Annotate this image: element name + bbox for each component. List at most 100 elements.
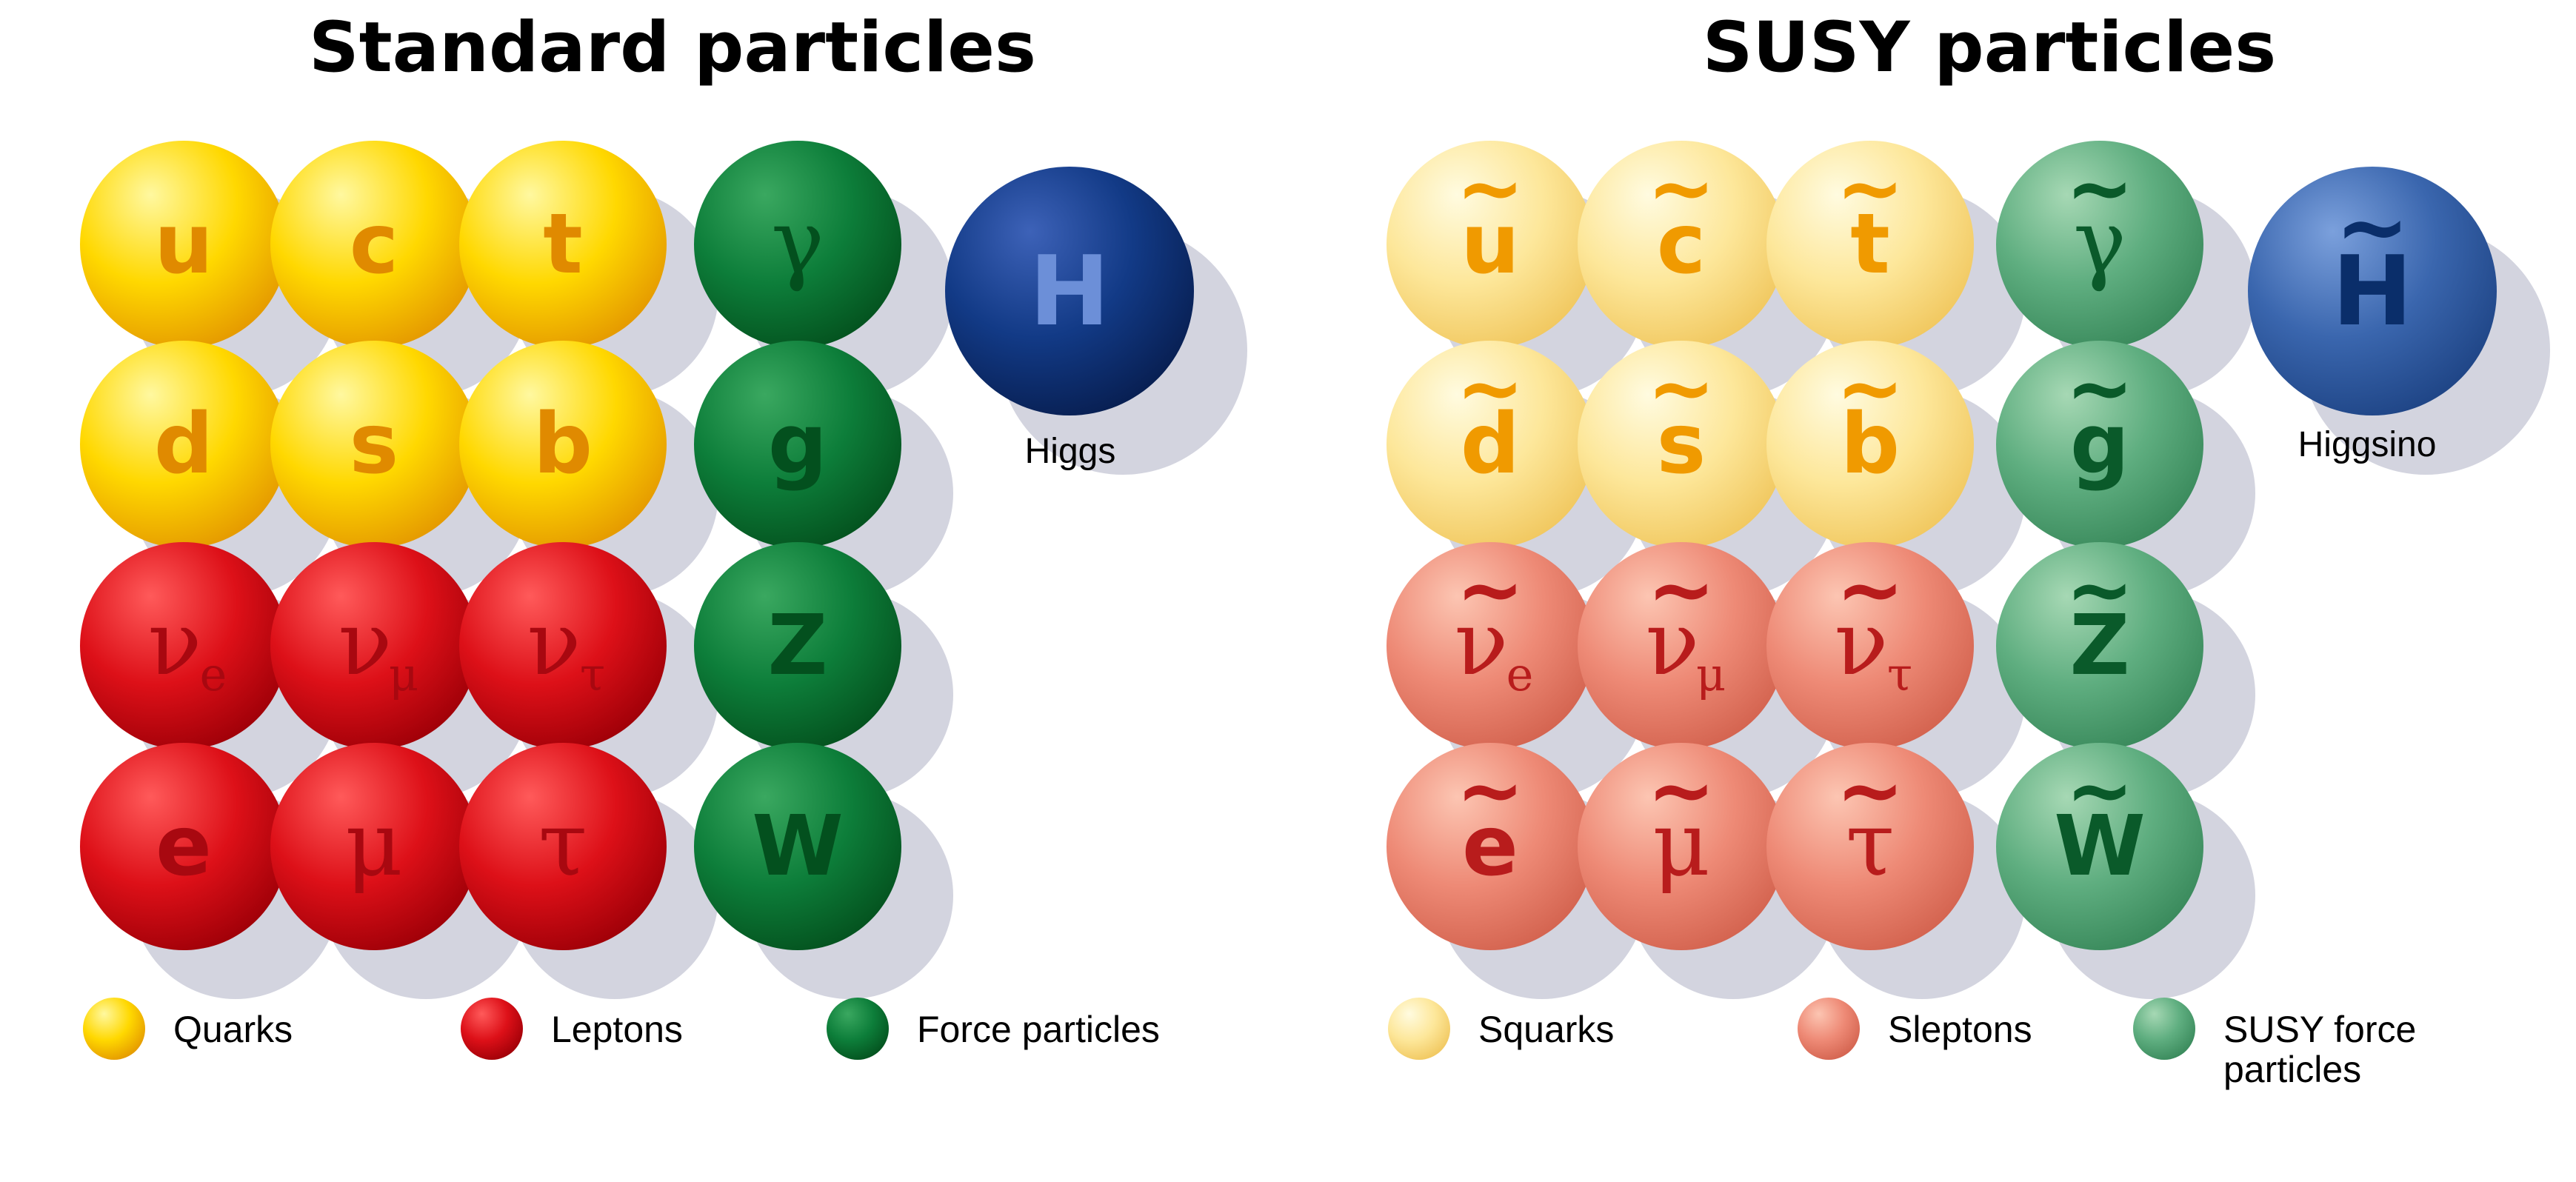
sm-particle-r1c0-sphere xyxy=(80,341,287,548)
susy-particle-r3c2-symbol: τ xyxy=(1846,793,1895,896)
susy-particle-r3c1-tilde: ~ xyxy=(1647,743,1715,838)
susy-particle-r0c3-symbol: γ xyxy=(2073,191,2126,294)
susy-legend-swatch-lepton xyxy=(1798,998,1860,1060)
sm-particle-r2c1-subscript: μ xyxy=(389,647,418,701)
particle-spheres xyxy=(80,141,2497,950)
susy-particle-r3c3-tilde: ~ xyxy=(2066,743,2134,838)
susy-particle-r2c1-sphere xyxy=(1578,542,1785,749)
higgs-sphere xyxy=(945,167,1194,415)
higgs-label: Higgs xyxy=(1025,432,1116,471)
susy-particle-r1c1-symbol: s xyxy=(1657,396,1706,492)
sm-particle-r0c0-sphere xyxy=(80,141,287,348)
sm-particle-r0c0-symbol: u xyxy=(154,196,213,293)
susy-particle-r0c2-tilde: ~ xyxy=(1836,141,1904,236)
susy-particle-r2c0-tilde: ~ xyxy=(1456,542,1524,637)
sm-legend-swatch-force xyxy=(827,998,889,1060)
sm-particle-r3c1-symbol: μ xyxy=(345,793,403,896)
susy-particle-r1c3-sphere xyxy=(1996,341,2203,548)
sm-particle-r2c3-symbol: Z xyxy=(767,598,827,694)
sm-particle-r3c3-sphere xyxy=(694,743,901,950)
sm-particle-r0c1-symbol: c xyxy=(350,196,398,293)
sm-particle-r2c0-subscript: e xyxy=(200,647,227,701)
susy-particle-r2c0-sphere xyxy=(1387,542,1594,749)
susy-particle-r2c1-symbol: ν xyxy=(1646,592,1700,695)
sm-particle-r0c2-symbol: t xyxy=(543,196,583,293)
sm-particle-r3c0-sphere xyxy=(80,743,287,950)
susy-particle-r2c2-sphere xyxy=(1766,542,1974,749)
susy-particle-r1c0-symbol: d xyxy=(1461,396,1520,492)
sm-legend-swatch-lepton xyxy=(461,998,523,1060)
sm-particle-r2c2-subscript: τ xyxy=(580,647,605,701)
susy-particle-r2c2-subscript: τ xyxy=(1887,647,1912,701)
susy-particle-r3c1-symbol: μ xyxy=(1652,793,1710,896)
higgsino-symbol: H xyxy=(2332,235,2413,347)
sm-particle-r1c2-sphere xyxy=(459,341,667,548)
sm-particle-r2c0-symbol: ν xyxy=(148,592,202,695)
sm-legend-label-quark: Quarks xyxy=(173,1009,293,1050)
sm-particle-r1c3-sphere xyxy=(694,341,901,548)
sm-particle-r2c3-sphere xyxy=(694,542,901,749)
susy-particle-r2c1-tilde: ~ xyxy=(1647,542,1715,637)
higgsino-tilde: ~ xyxy=(2335,176,2410,279)
susy-particle-r0c1-symbol: c xyxy=(1657,196,1706,293)
sm-particle-r3c2-symbol: τ xyxy=(538,793,587,896)
susy-particle-r0c1-tilde: ~ xyxy=(1647,141,1715,236)
susy-particle-r0c3-sphere xyxy=(1996,141,2203,348)
susy-particle-r1c2-symbol: b xyxy=(1841,396,1900,492)
sm-particle-r0c2-sphere xyxy=(459,141,667,348)
susy-panel-title: SUSY particles xyxy=(1703,7,2276,88)
sm-particle-r1c2-symbol: b xyxy=(533,396,593,492)
sm-particle-r2c2-sphere xyxy=(459,542,667,749)
higgsino-label: Higgsino xyxy=(2298,425,2437,464)
susy-particle-r0c0-symbol: u xyxy=(1461,196,1520,293)
susy-legend-swatch-quark xyxy=(1388,998,1450,1060)
susy-particle-r3c1-sphere xyxy=(1578,743,1785,950)
susy-particle-r1c2-tilde: ~ xyxy=(1836,341,1904,435)
sm-particle-r1c3-symbol: g xyxy=(768,396,827,492)
susy-particle-r2c0-subscript: e xyxy=(1506,647,1534,701)
sm-legend-swatch-quark xyxy=(83,998,145,1060)
susy-particle-r3c2-sphere xyxy=(1766,743,1974,950)
susy-particle-r0c2-symbol: t xyxy=(1850,196,1890,293)
susy-particle-r2c3-symbol: Z xyxy=(2069,598,2129,694)
susy-legend-label-force: SUSY force particles xyxy=(2223,1009,2416,1090)
sm-legend-label-force: Force particles xyxy=(917,1009,1160,1050)
sm-particle-r3c2-sphere xyxy=(459,743,667,950)
susy-particle-r3c0-tilde: ~ xyxy=(1456,743,1524,838)
susy-particle-r1c0-sphere xyxy=(1387,341,1594,548)
particle-symbols: u c t γd s b gνe νμ ντ Ze μ τ WH u~c~t~γ~d~s~b~g~νe~ν… xyxy=(148,141,2413,896)
susy-particle-r1c3-symbol: g xyxy=(2070,396,2129,492)
sm-particle-r2c0-sphere xyxy=(80,542,287,749)
susy-particle-r0c3-tilde: ~ xyxy=(2066,141,2134,236)
sm-particle-r0c3-symbol: γ xyxy=(771,191,824,294)
susy-particle-r3c0-sphere xyxy=(1387,743,1594,950)
sm-particle-r1c1-symbol: s xyxy=(350,396,399,492)
sm-particle-r1c0-symbol: d xyxy=(154,396,213,492)
susy-particle-r0c1-sphere xyxy=(1578,141,1785,348)
susy-legend-label-lepton: Sleptons xyxy=(1888,1009,2032,1050)
sm-particle-r0c3-sphere xyxy=(694,141,901,348)
susy-particle-r1c3-tilde: ~ xyxy=(2066,341,2134,435)
sm-particle-r2c1-symbol: ν xyxy=(338,592,393,695)
susy-particle-r2c3-tilde: ~ xyxy=(2066,542,2134,637)
susy-particle-r1c2-sphere xyxy=(1766,341,1974,548)
susy-legend-label-quark: Squarks xyxy=(1478,1009,1614,1050)
susy-particle-r0c0-tilde: ~ xyxy=(1456,141,1524,236)
susy-particle-r1c1-tilde: ~ xyxy=(1647,341,1715,435)
susy-particle-r0c0-sphere xyxy=(1387,141,1594,348)
susy-particle-r2c0-symbol: ν xyxy=(1455,592,1509,695)
susy-particle-r0c2-sphere xyxy=(1766,141,1974,348)
susy-particle-r2c3-sphere xyxy=(1996,542,2203,749)
higgs-symbol: H xyxy=(1030,235,1110,347)
standard-panel-title: Standard particles xyxy=(309,7,1036,88)
susy-particle-r3c0-symbol: e xyxy=(1462,798,1518,895)
susy-particle-r2c2-symbol: ν xyxy=(1835,592,1889,695)
sm-particle-r3c0-symbol: e xyxy=(156,798,212,895)
legends: Quarks Leptons Force particles Squarks Slept… xyxy=(83,998,2416,1090)
sm-particle-r2c1-sphere xyxy=(270,542,478,749)
susy-particle-r1c1-sphere xyxy=(1578,341,1785,548)
sm-particle-r3c3-symbol: W xyxy=(752,798,844,895)
sm-particle-r2c2-symbol: ν xyxy=(527,592,581,695)
susy-particle-r2c2-tilde: ~ xyxy=(1836,542,1904,637)
sm-particle-r3c1-sphere xyxy=(270,743,478,950)
